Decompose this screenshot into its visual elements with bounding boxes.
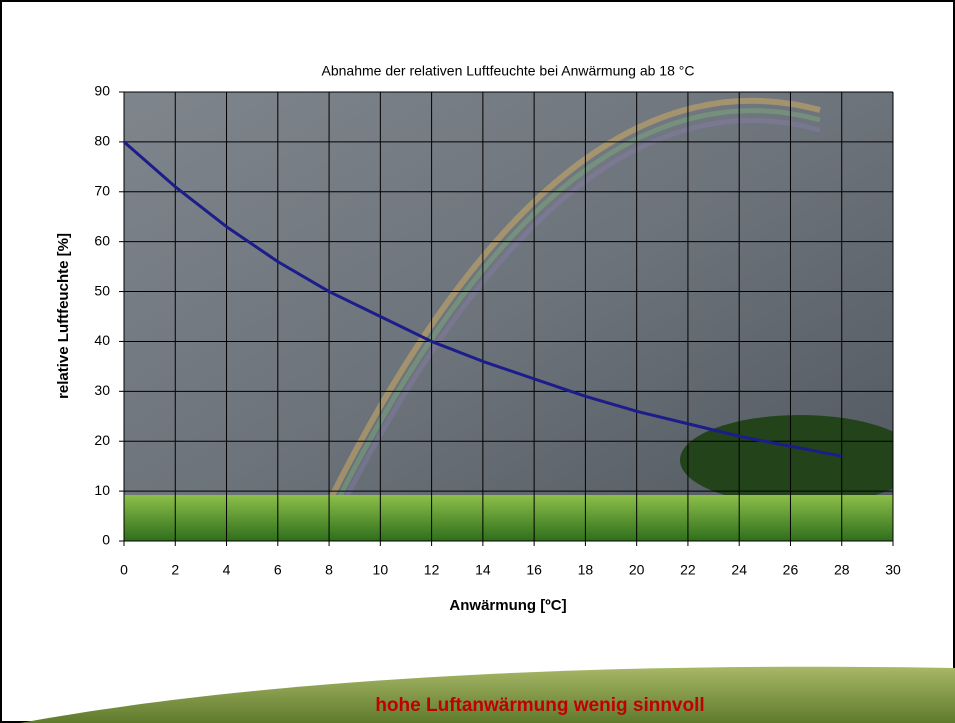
x-axis-label: Anwärmung [ºC] [449,597,566,614]
photo-background [124,92,893,541]
x-tick-label: 6 [274,562,282,578]
chart-title: Abnahme der relativen Luftfeuchte bei An… [322,63,695,79]
hill [20,666,955,723]
x-tick-label: 2 [171,562,179,578]
y-axis-label: relative Luftfeuchte [%] [55,233,72,399]
x-tick-label: 28 [834,562,850,578]
y-tick-label: 70 [94,182,110,198]
x-tick-label: 18 [578,562,594,578]
x-tick-label: 26 [783,562,799,578]
y-tick-label: 40 [94,332,110,348]
y-tick-label: 90 [94,83,110,99]
y-tick-label: 10 [94,482,110,498]
x-tick-label: 0 [120,562,128,578]
y-tick-label: 30 [94,382,110,398]
x-tick-label: 20 [629,562,645,578]
y-tick-label: 0 [102,532,110,548]
x-tick-label: 22 [680,562,696,578]
x-tick-label: 10 [373,562,389,578]
caption: hohe Luftanwärmung wenig sinnvoll [375,695,704,716]
data-line [123,140,843,458]
x-tick-label: 30 [885,562,901,578]
x-tick-label: 8 [325,562,333,578]
y-tick-label: 20 [94,432,110,448]
x-tick-label: 16 [526,562,542,578]
y-tick-label: 60 [94,232,110,248]
x-tick-label: 4 [223,562,231,578]
y-tick-label: 80 [94,133,110,149]
y-tick-label: 50 [94,282,110,298]
x-tick-label: 24 [731,562,747,578]
x-tick-label: 14 [475,562,491,578]
x-tick-label: 12 [424,562,440,578]
